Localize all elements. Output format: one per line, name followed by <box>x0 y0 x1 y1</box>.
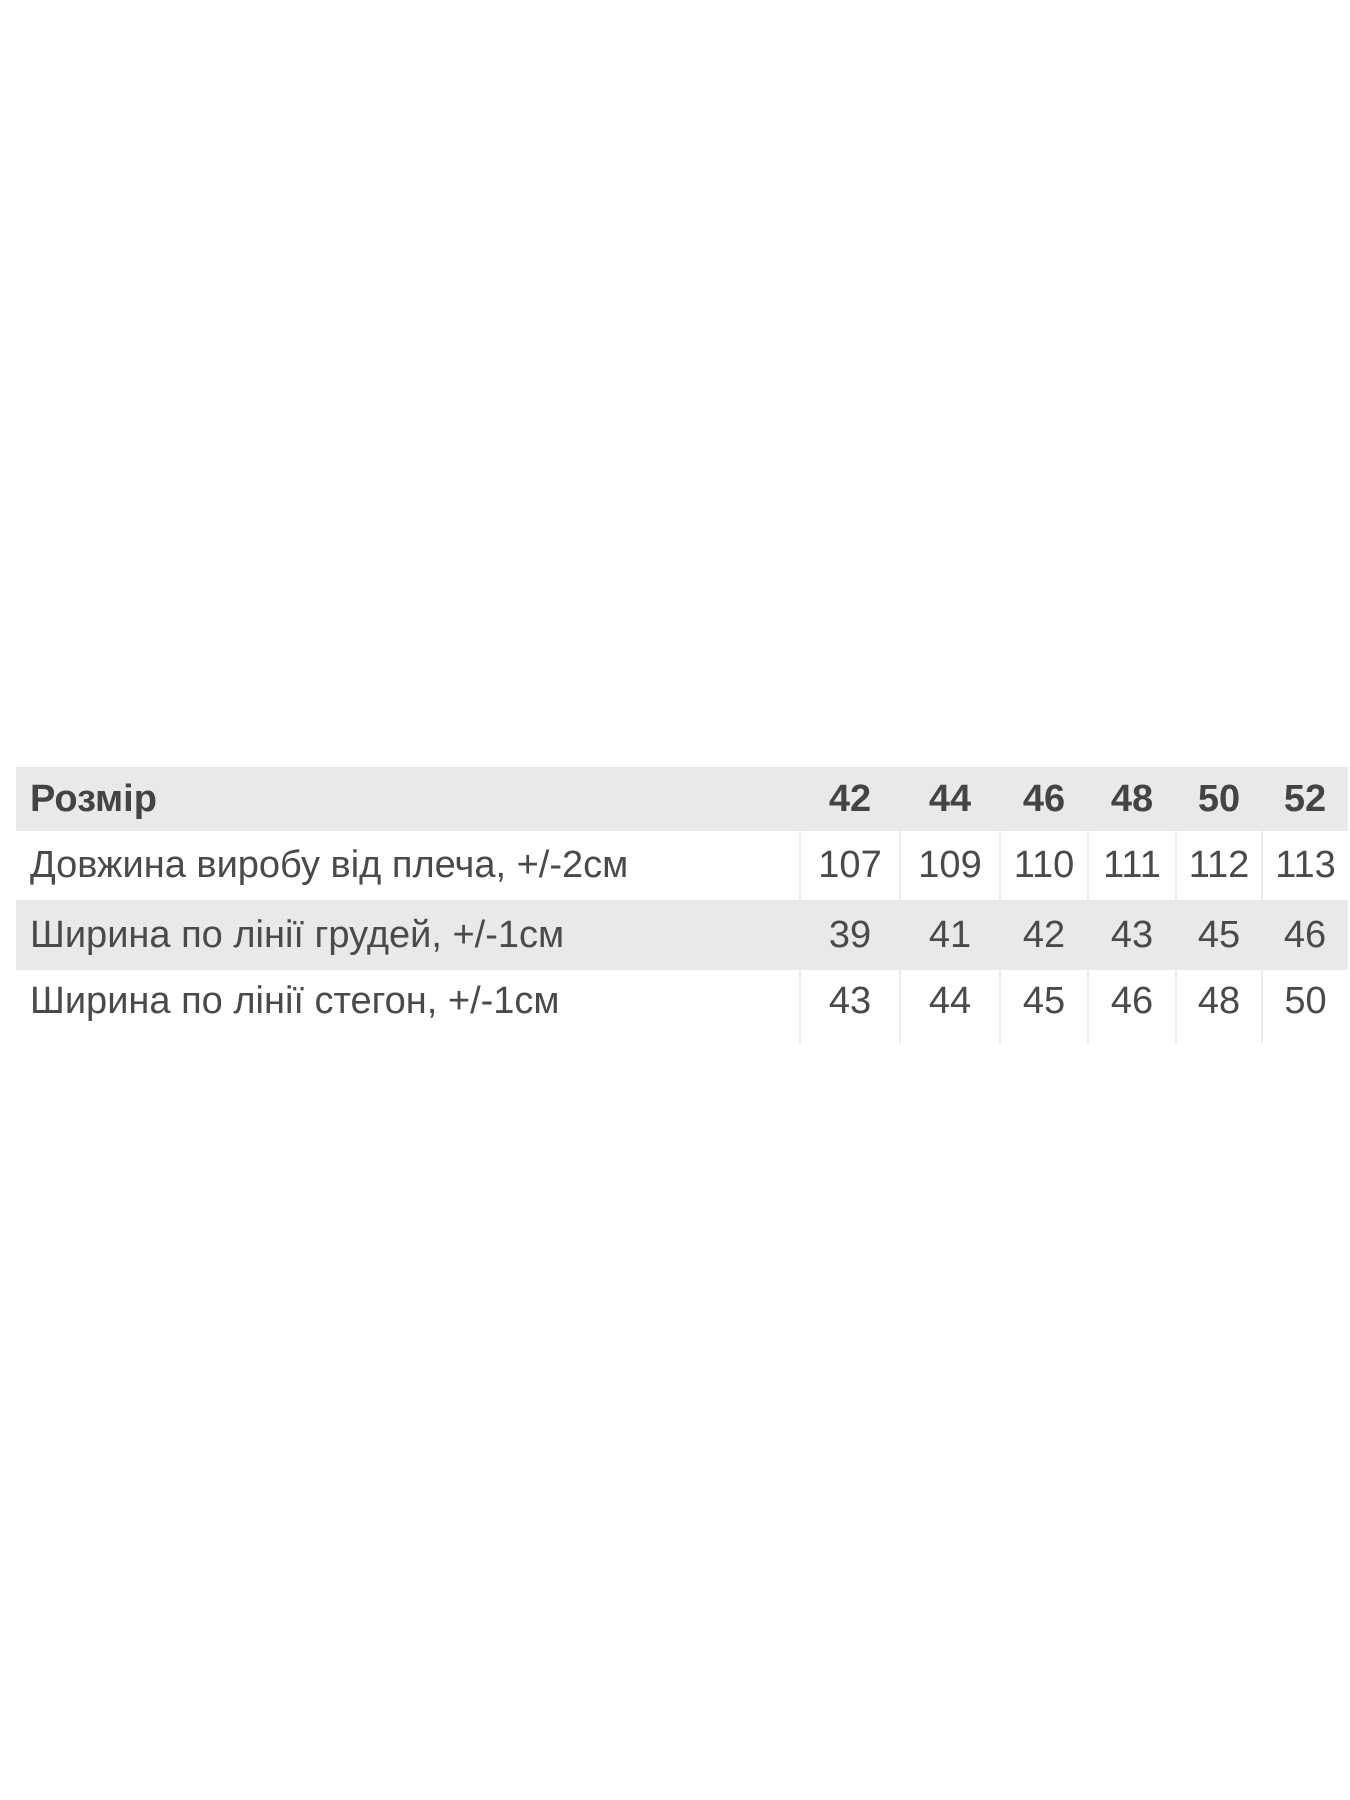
table-cell: 107 <box>799 831 900 900</box>
table-cell: 110 <box>999 831 1088 900</box>
table-cell: 43 <box>1088 900 1176 970</box>
row-label: Довжина виробу від плеча, +/-2см <box>16 831 800 900</box>
table-cell: 48 <box>1175 970 1262 1043</box>
table-cell: 43 <box>799 970 900 1043</box>
table-cell: 45 <box>999 970 1088 1043</box>
size-chart-table: Розмір 42 44 46 48 50 52 Довжина виробу … <box>16 767 1348 1043</box>
table-cell: 41 <box>900 900 1000 970</box>
header-label: Розмір <box>16 767 800 831</box>
header-size: 50 <box>1176 767 1262 831</box>
row-label: Ширина по лінії грудей, +/-1см <box>16 900 800 970</box>
table-cell: 46 <box>1262 900 1348 970</box>
table-header-row: Розмір 42 44 46 48 50 52 <box>16 767 1348 831</box>
table-row: Ширина по лінії стегон, +/-1см 43 44 45 … <box>16 970 1348 1043</box>
header-size: 46 <box>1000 767 1088 831</box>
header-size: 52 <box>1262 767 1348 831</box>
table-cell: 45 <box>1176 900 1262 970</box>
header-size: 48 <box>1088 767 1176 831</box>
table-cell: 44 <box>899 970 1000 1043</box>
header-size: 44 <box>900 767 1000 831</box>
table-cell: 113 <box>1261 831 1348 900</box>
table-row: Довжина виробу від плеча, +/-2см 107 109… <box>16 831 1348 900</box>
table-cell: 42 <box>1000 900 1088 970</box>
row-label: Ширина по лінії стегон, +/-1см <box>16 970 800 1043</box>
table-cell: 112 <box>1175 831 1262 900</box>
table-cell: 39 <box>800 900 900 970</box>
table-cell: 46 <box>1087 970 1176 1043</box>
table-cell: 50 <box>1261 970 1348 1043</box>
table-row: Ширина по лінії грудей, +/-1см 39 41 42 … <box>16 900 1348 970</box>
table-cell: 109 <box>899 831 1000 900</box>
table-cell: 111 <box>1087 831 1176 900</box>
header-size: 42 <box>800 767 900 831</box>
